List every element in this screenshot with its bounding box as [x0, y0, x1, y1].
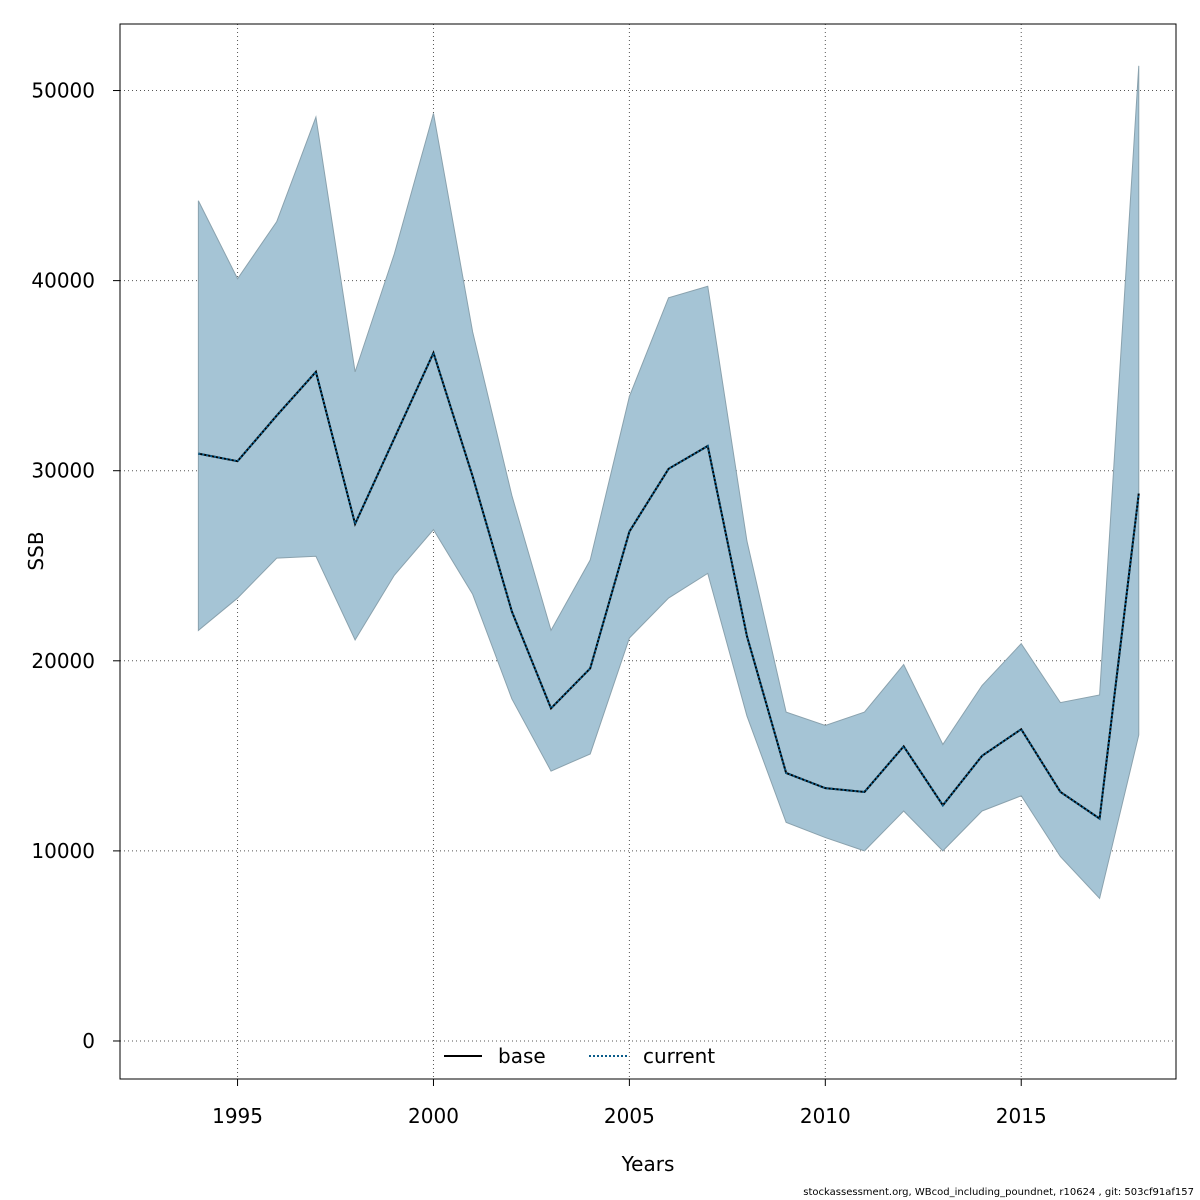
- confidence-band: [197, 65, 1140, 900]
- x-tick-label: 2005: [604, 1104, 655, 1128]
- x-axis: 1995 2000 2005 2010 2015: [212, 1079, 1047, 1128]
- series-line-current: [198, 350, 1140, 821]
- legend-label-current: current: [643, 1044, 715, 1068]
- plot-frame: [119, 23, 1177, 1080]
- x-tick-label: 2015: [996, 1104, 1047, 1128]
- x-tick-label: 2000: [408, 1104, 459, 1128]
- y-axis: 0 10000 20000 30000 40000 50000: [31, 79, 120, 1053]
- y-tick-label: 40000: [31, 269, 95, 293]
- footer-credit: stockassessment.org, WBcod_including_pou…: [803, 1187, 1194, 1198]
- y-tick-label: 20000: [31, 649, 95, 673]
- y-axis-title: SSB: [24, 531, 48, 570]
- legend-label-base: base: [498, 1044, 546, 1068]
- x-tick-label: 1995: [212, 1104, 263, 1128]
- y-tick-label: 30000: [31, 459, 95, 483]
- y-tick-label: 0: [82, 1029, 95, 1053]
- y-tick-label: 10000: [31, 839, 95, 863]
- x-tick-label: 2010: [800, 1104, 851, 1128]
- series-lines: [198, 350, 1140, 821]
- confidence-band-area: [197, 65, 1140, 900]
- x-axis-title: Years: [621, 1152, 675, 1176]
- y-tick-label: 50000: [31, 79, 95, 103]
- legend: base current: [444, 1044, 715, 1068]
